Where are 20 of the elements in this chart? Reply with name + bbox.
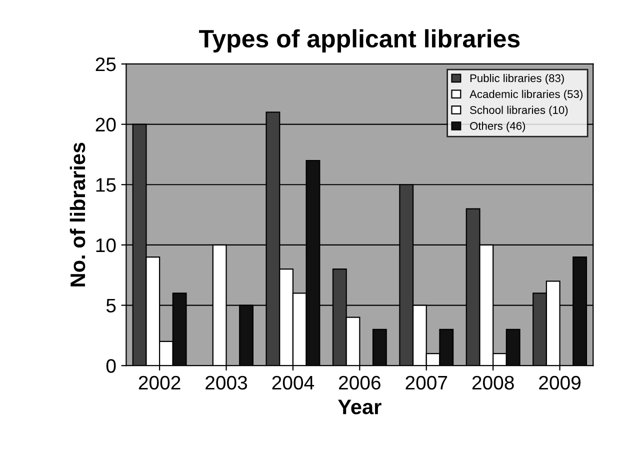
x-tick-label: 2002 bbox=[138, 376, 180, 390]
y-tick-label: 15 bbox=[96, 178, 116, 192]
x-tick-label: 2003 bbox=[206, 376, 248, 390]
legend-label: School libraries (10) bbox=[470, 106, 568, 116]
x-tick-label: 2008 bbox=[472, 376, 514, 390]
x-tick-label: 2009 bbox=[539, 376, 580, 390]
y-tick-label: 10 bbox=[96, 238, 116, 252]
legend-label: Public libraries (83) bbox=[470, 74, 564, 84]
x-tick-label: 2006 bbox=[339, 376, 380, 390]
y-tick-label: 20 bbox=[96, 118, 116, 132]
x-tick-label: 2007 bbox=[406, 376, 448, 390]
y-tick-label: 25 bbox=[96, 57, 116, 72]
y-tick-label: 5 bbox=[106, 298, 116, 313]
x-tick-label: 2004 bbox=[272, 376, 314, 390]
y-axis-title: No. of libraries bbox=[70, 142, 86, 286]
chart-title: Types of applicant libraries bbox=[199, 29, 520, 52]
y-tick-label: 0 bbox=[106, 359, 116, 373]
x-axis-title: Year bbox=[338, 400, 382, 414]
legend-label: Academic libraries (53) bbox=[470, 90, 582, 100]
legend-label: Others (46) bbox=[470, 122, 526, 132]
